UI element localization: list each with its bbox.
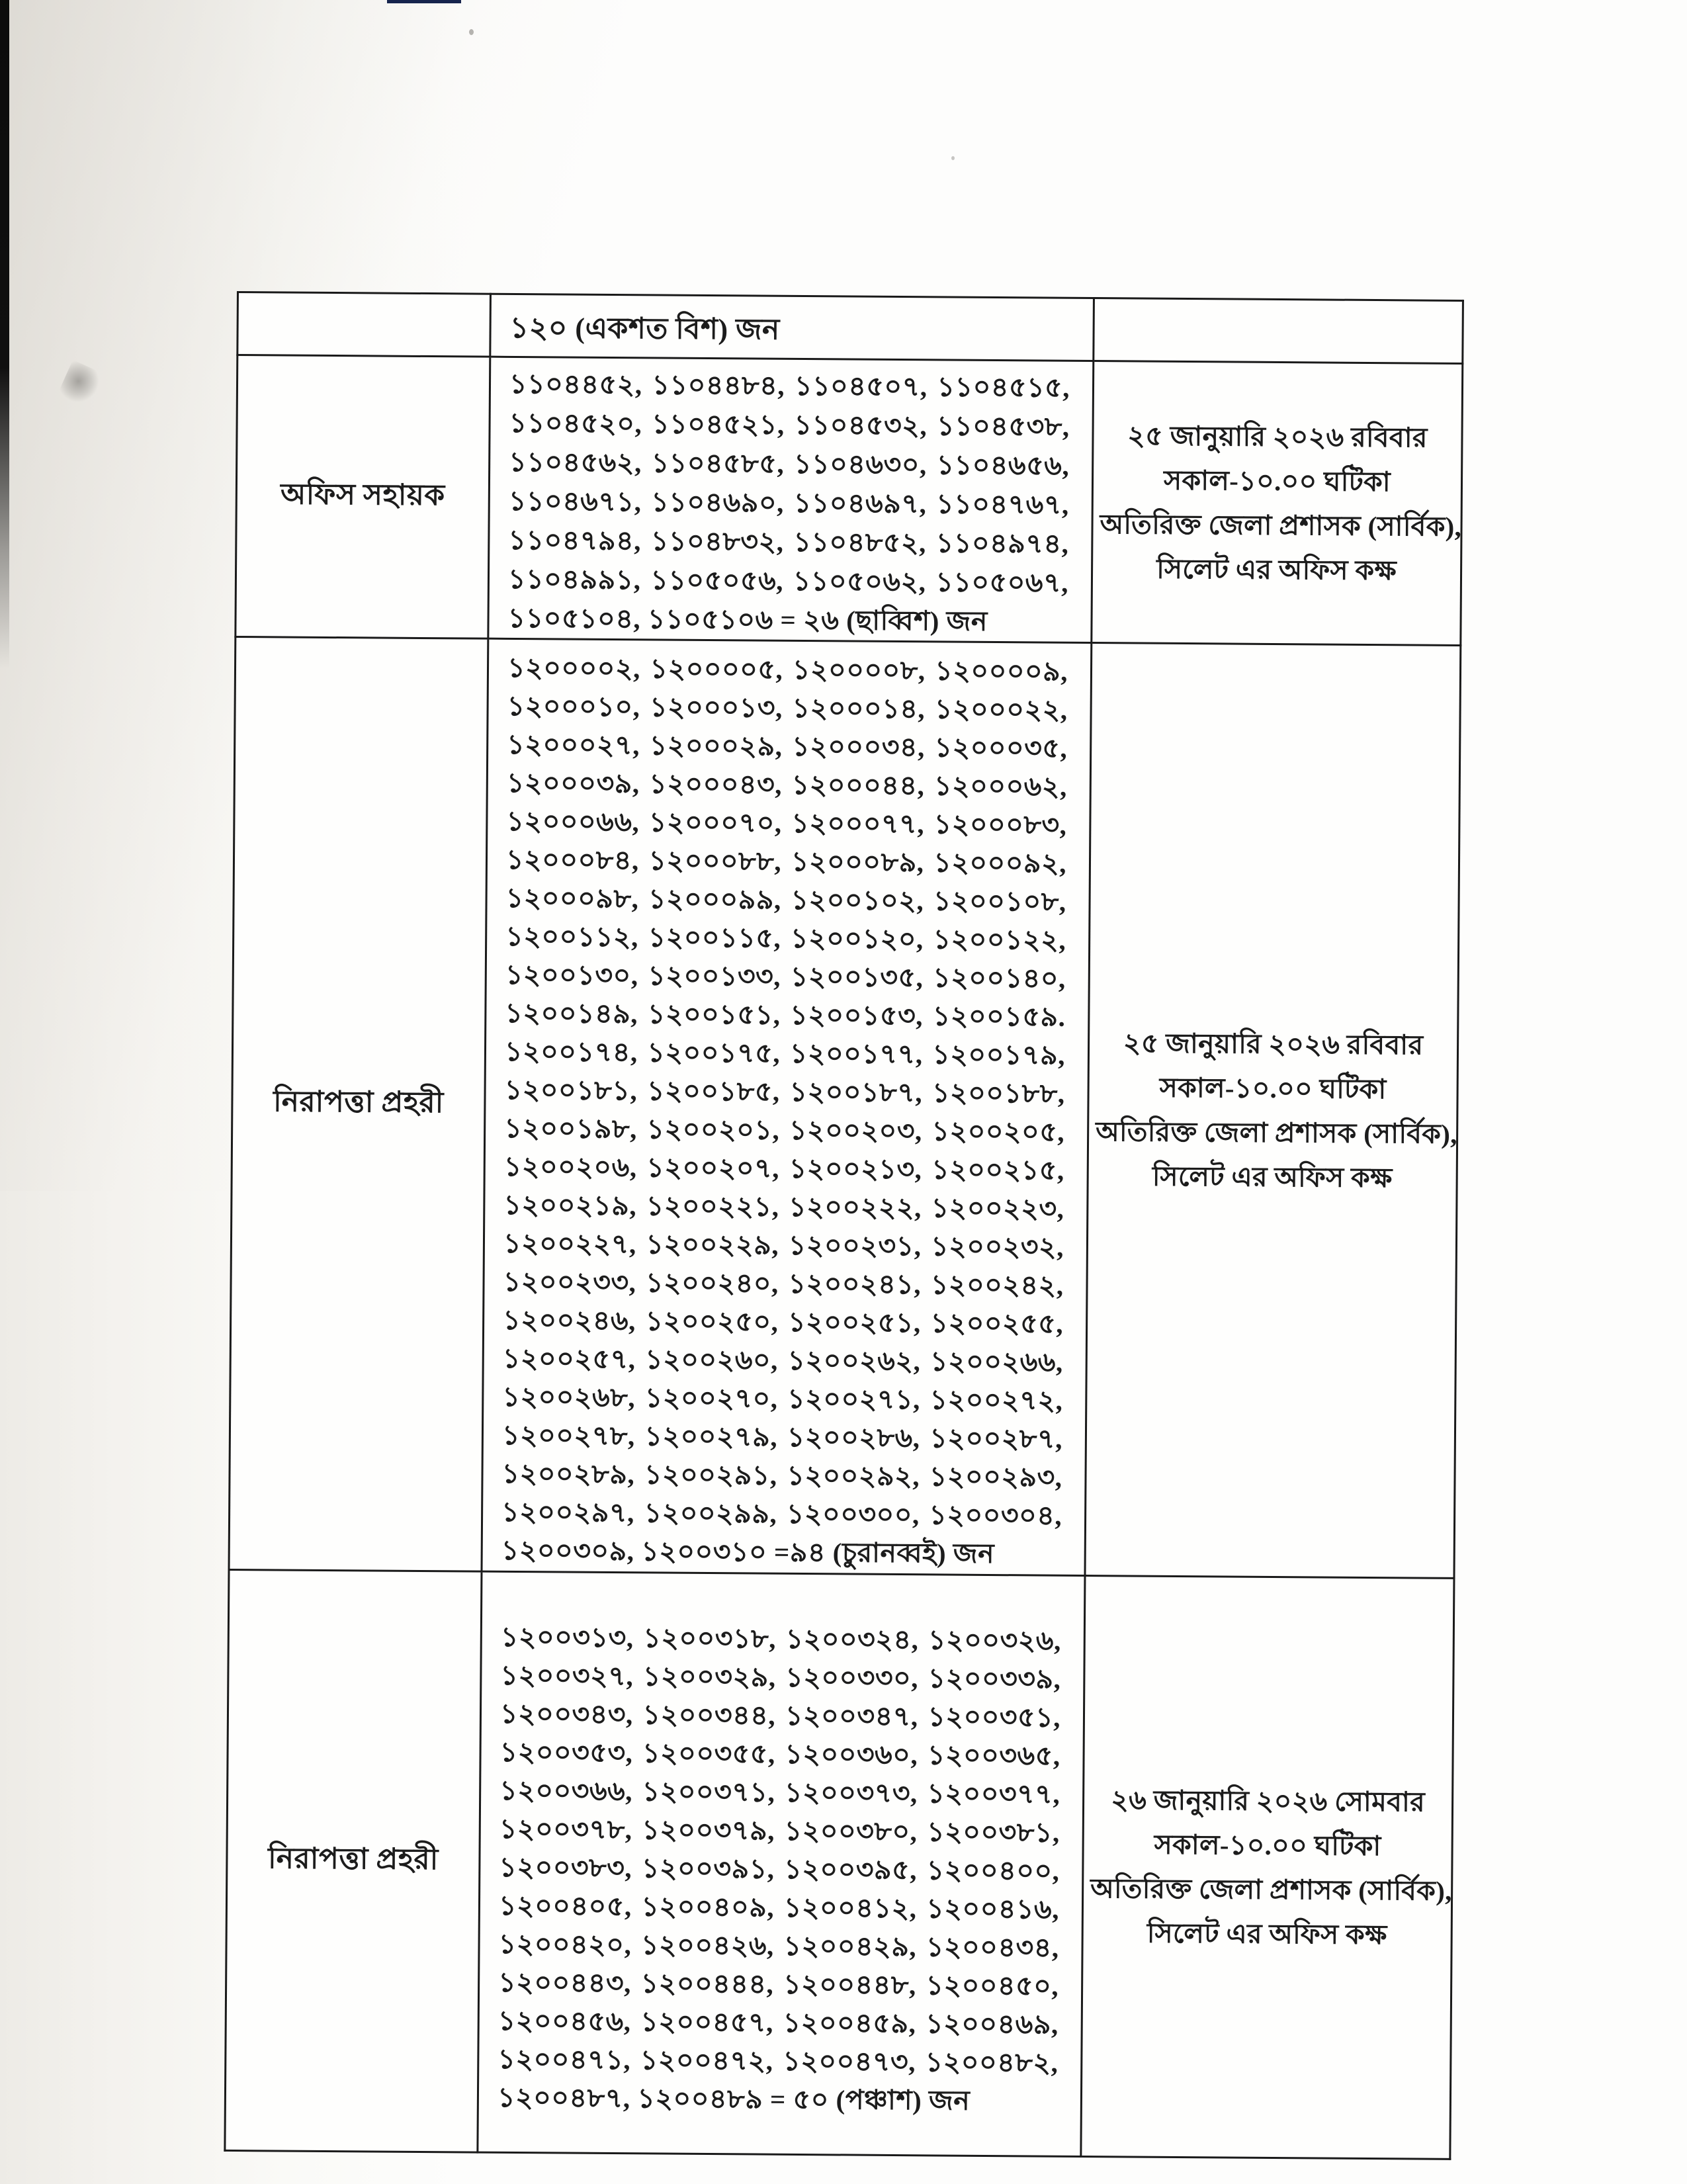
roll-line: ১১০৪৭৯৪, ১১০৪৮৩২, ১১০৪৮৫২, ১১০৪৯৭৪, bbox=[508, 524, 1069, 559]
roll-line: ১১০৪৯৯১, ১১০৫০৫৬, ১১০৫০৬২, ১১০৫০৬৭, bbox=[507, 563, 1069, 598]
roll-line: ১২০০৪২০, ১২০০৪২৬, ১২০০৪২৯, ১২০০৪৩৪, bbox=[498, 1928, 1059, 1963]
schedule-cell: ২৫ জানুয়ারি ২০২৬ রবিবার সকাল-১০.০০ ঘটিকা… bbox=[1084, 642, 1461, 1579]
roll-line: ১২০০৪৮৭, ১২০০৪৮৯ = ৫০ (পঞ্চাশ) জন bbox=[497, 2081, 971, 2116]
roll-number-list: ১২০০৩১৩, ১২০০৩১৮, ১২০০৩২৪, ১২০০৩২৬, ১২০০৩… bbox=[479, 1608, 1084, 2120]
post-cell: নিরাপত্তা প্রহরী bbox=[229, 636, 488, 1572]
roll-line: ১২০০১৪৯, ১২০০১৫১, ১২০০১৫৩, ১২০০১৫৯. bbox=[505, 997, 1066, 1032]
roll-line: ১২০০৩৮৩, ১২০০৩৯১, ১২০০৩৯৫, ১২০০৪০০, bbox=[499, 1851, 1060, 1886]
roll-line: ১২০০০৮৪, ১২০০০৮৮, ১২০০০৮৯, ১২০০০৯২, bbox=[505, 844, 1067, 879]
post-label: নিরাপত্তা প্রহরী bbox=[267, 1842, 439, 1876]
roll-numbers-cell: ১২০০৩১৩, ১২০০৩১৮, ১২০০৩২৪, ১২০০৩২৬, ১২০০৩… bbox=[477, 1571, 1085, 2157]
roll-line: ১১০৪৫২০, ১১০৪৫২১, ১১০৪৫৩২, ১১০৪৫৩৮, bbox=[509, 407, 1070, 442]
roll-line: ১২০০০৬৬, ১২০০০৭০, ১২০০০৭৭, ১২০০০৮৩, bbox=[506, 805, 1067, 840]
exam-schedule-table: ১২০ (একশত বিশ) জন অফিস সহায়ক ১১০৪৪৫২, ১… bbox=[224, 291, 1464, 2160]
schedule-text: ২৫ জানুয়ারি ২০২৬ রবিবার সকাল-১০.০০ ঘটিকা… bbox=[1093, 414, 1461, 593]
post-label: নিরাপত্তা প্রহরী bbox=[273, 1085, 444, 1119]
roll-line: ১২০০২২৭, ১২০০২২৯, ১২০০২৩১, ১২০০২৩২, bbox=[503, 1227, 1064, 1262]
scan-speck bbox=[951, 156, 955, 160]
schedule-line: ২৫ জানুয়ারি ২০২৬ রবিবার bbox=[1127, 419, 1428, 453]
schedule-line: অতিরিক্ত জেলা প্রশাসক (সার্বিক), bbox=[1096, 1115, 1457, 1149]
roll-line: ১২০০২৩৩, ১২০০২৪০, ১২০০২৪১, ১২০০২৪২, bbox=[503, 1266, 1064, 1301]
schedule-line: সকাল-১০.০০ ঘটিকা bbox=[1159, 1072, 1387, 1104]
schedule-cell: ২৬ জানুয়ারি ২০২৬ সোমবার সকাল-১০.০০ ঘটিকা… bbox=[1080, 1575, 1454, 2160]
roll-line: ১২০০০৩৯, ১২০০০৪৩, ১২০০০৪৪, ১২০০০৬২, bbox=[506, 767, 1067, 802]
roll-line: ১২০০০৯৮, ১২০০০৯৯, ১২০০১০২, ১২০০১০৮, bbox=[505, 882, 1066, 917]
roll-line: ১১০৫১০৪, ১১০৫১০৬ = ২৬ (ছাব্বিশ) জন bbox=[507, 602, 988, 636]
roll-number-list: ১১০৪৪৫২, ১১০৪৪৮৪, ১১০৪৫০৭, ১১০৪৫১৫, ১১০৪৫… bbox=[489, 358, 1092, 642]
schedule-line: অতিরিক্ত জেলা প্রশাসক (সার্বিক), bbox=[1100, 508, 1462, 542]
roll-line: ১২০০০০২, ১২০০০০৫, ১২০০০০৮, ১২০০০০৯, bbox=[507, 652, 1068, 687]
roll-line: ১২০০৩০৯, ১২০০৩১০ =৯৪ (চুরানব্বই) জন bbox=[501, 1534, 995, 1569]
table-row-security-guard-1: নিরাপত্তা প্রহরী ১২০০০০২, ১২০০০০৫, ১২০০০… bbox=[229, 636, 1461, 1579]
roll-line: ১২০০২৮৯, ১২০০২৯১, ১২০০২৯২, ১২০০২৯৩, bbox=[501, 1458, 1062, 1493]
post-cell: অফিস সহায়ক bbox=[235, 355, 490, 639]
roll-line: ১১০৪৫৬২, ১১০৪৫৮৫, ১১০৪৬৩০, ১১০৪৬৫৬, bbox=[509, 446, 1070, 481]
roll-line: ১২০০২০৬, ১২০০২০৭, ১২০০২১৩, ১২০০২১৫, bbox=[503, 1151, 1064, 1186]
roll-line: ১২০০২৫৭, ১২০০২৬০, ১২০০২৬২, ১২০০২৬৬, bbox=[502, 1342, 1063, 1377]
roll-line: ১২০০২৯৭, ১২০০২৯৯, ১২০০৩০০, ১২০০৩০৪, bbox=[501, 1496, 1062, 1531]
post-label: অফিস সহায়ক bbox=[280, 478, 445, 512]
schedule-line: সিলেট এর অফিস কক্ষ bbox=[1152, 1160, 1393, 1193]
roll-line: ১২০০১৩০, ১২০০১৩৩, ১২০০১৩৫, ১২০০১৪০, bbox=[505, 959, 1066, 994]
schedule-line: ২৬ জানুয়ারি ২০২৬ সোমবার bbox=[1111, 1784, 1426, 1817]
roll-numbers-cell: ১১০৪৪৫২, ১১০৪৪৮৪, ১১০৪৫০৭, ১১০৪৫১৫, ১১০৪৫… bbox=[488, 357, 1094, 643]
total-count-cell: ১২০ (একশত বিশ) জন bbox=[490, 294, 1094, 361]
roll-line: ১২০০৩৭৮, ১২০০৩৭৯, ১২০০৩৮০, ১২০০৩৮১, bbox=[499, 1813, 1060, 1848]
roll-line: ১২০০৩৫৩, ১২০০৩৫৫, ১২০০৩৬০, ১২০০৩৬৫, bbox=[499, 1736, 1060, 1771]
roll-line: ১২০০১৯৮, ১২০০২০১, ১২০০২০৩, ১২০০২০৫, bbox=[504, 1112, 1065, 1147]
schedule-line: ২৫ জানুয়ারি ২০২৬ রবিবার bbox=[1123, 1027, 1424, 1061]
roll-number-list: ১২০০০০২, ১২০০০০৫, ১২০০০০৮, ১২০০০০৯, ১২০০০… bbox=[483, 641, 1091, 1573]
table-row-security-guard-2: নিরাপত্তা প্রহরী ১২০০৩১৩, ১২০০৩১৮, ১২০০৩… bbox=[224, 1569, 1454, 2160]
table-row-office-assistant: অফিস সহায়ক ১১০৪৪৫২, ১১০৪৪৮৪, ১১০৪৫০৭, ১… bbox=[235, 355, 1463, 646]
scanner-edge-artifact bbox=[0, 0, 9, 668]
roll-line: ১২০০৩১৩, ১২০০৩১৮, ১২০০৩২৪, ১২০০৩২৬, bbox=[500, 1621, 1061, 1656]
roll-numbers-cell: ১২০০০০২, ১২০০০০৫, ১২০০০০৮, ১২০০০০৯, ১২০০০… bbox=[481, 638, 1092, 1576]
roll-line: ১২০০২৬৮, ১২০০২৭০, ১২০০২৭১, ১২০০২৭২, bbox=[502, 1381, 1063, 1416]
total-count-text: ১২০ (একশত বিশ) জন bbox=[509, 311, 780, 346]
pencil-smudge-artifact bbox=[57, 359, 105, 410]
roll-line: ১২০০৩২৭, ১২০০৩২৯, ১২০০৩৩০, ১২০০৩৩৯, bbox=[500, 1659, 1061, 1694]
post-cell-empty bbox=[237, 292, 491, 357]
roll-line: ১২০০৪০৫, ১২০০৪০৯, ১২০০৪১২, ১২০০৪১৬, bbox=[498, 1890, 1060, 1925]
schedule-cell: ২৫ জানুয়ারি ২০২৬ রবিবার সকাল-১০.০০ ঘটিকা… bbox=[1091, 361, 1463, 646]
schedule-line: সিলেট এর অফিস কক্ষ bbox=[1146, 1917, 1387, 1950]
roll-line: ১২০০২৪৬, ১২০০২৫০, ১২০০২৫১, ১২০০২৫৫, bbox=[502, 1304, 1064, 1339]
roll-line: ১২০০২১৯, ১২০০২২১, ১২০০২২২, ১২০০২২৩, bbox=[503, 1189, 1064, 1224]
roll-line: ১২০০২৭৮, ১২০০২৭৯, ১২০০২৮৬, ১২০০২৮৭, bbox=[501, 1419, 1063, 1454]
scanner-top-artifact bbox=[387, 0, 461, 3]
roll-line: ১২০০১১২, ১২০০১১৫, ১২০০১২০, ১২০০১২২, bbox=[505, 920, 1066, 955]
scan-speck bbox=[469, 29, 474, 35]
schedule-cell-empty bbox=[1093, 298, 1463, 364]
roll-line: ১২০০৪৫৬, ১২০০৪৫৭, ১২০০৪৫৯, ১২০০৪৬৯, bbox=[497, 2005, 1059, 2040]
roll-line: ১২০০১৭৪, ১২০০১৭৫, ১২০০১৭৭, ১২০০১৭৯, bbox=[504, 1035, 1066, 1070]
roll-line: ১২০০৩৪৩, ১২০০৩৪৪, ১২০০৩৪৭, ১২০০৩৫১, bbox=[499, 1698, 1061, 1733]
schedule-text: ২৫ জানুয়ারি ২০২৬ রবিবার সকাল-১০.০০ ঘটিকা… bbox=[1088, 1021, 1457, 1201]
roll-line: ১২০০০২৭, ১২০০০২৯, ১২০০০৩৪, ১২০০০৩৫, bbox=[507, 728, 1068, 764]
roll-line: ১১০৪৬৭১, ১১০৪৬৯০, ১১০৪৬৯৭, ১১০৪৭৬৭, bbox=[508, 485, 1069, 520]
roll-line: ১২০০৩৬৬, ১২০০৩৭১, ১২০০৩৭৩, ১২০০৩৭৭, bbox=[499, 1774, 1060, 1810]
schedule-line: অতিরিক্ত জেলা প্রশাসক (সার্বিক), bbox=[1090, 1872, 1452, 1906]
schedule-line: সিলেট এর অফিস কক্ষ bbox=[1156, 553, 1397, 586]
roll-line: ১১০৪৪৫২, ১১০৪৪৮৪, ১১০৪৫০৭, ১১০৪৫১৫, bbox=[509, 368, 1070, 403]
table-row-total: ১২০ (একশত বিশ) জন bbox=[237, 292, 1463, 364]
schedule-line: সকাল-১০.০০ ঘটিকা bbox=[1154, 1829, 1381, 1861]
roll-line: ১২০০১৮১, ১২০০১৮৫, ১২০০১৮৭, ১২০০১৮৮, bbox=[504, 1074, 1065, 1109]
schedule-line: সকাল-১০.০০ ঘটিকা bbox=[1163, 464, 1391, 497]
roll-line: ১২০০৪৪৩, ১২০০৪৪৪, ১২০০৪৪৮, ১২০০৪৫০, bbox=[498, 1966, 1059, 2001]
schedule-text: ২৬ জানুয়ারি ২০২৬ সোমবার সকাল-১০.০০ ঘটিকা… bbox=[1083, 1778, 1452, 1958]
post-cell: নিরাপত্তা প্রহরী bbox=[224, 1569, 482, 2153]
roll-line: ১২০০০১০, ১২০০০১৩, ১২০০০১৪, ১২০০০২২, bbox=[507, 690, 1068, 725]
roll-line: ১২০০৪৭১, ১২০০৪৭২, ১২০০৪৭৩, ১২০০৪৮২, bbox=[497, 2043, 1059, 2078]
